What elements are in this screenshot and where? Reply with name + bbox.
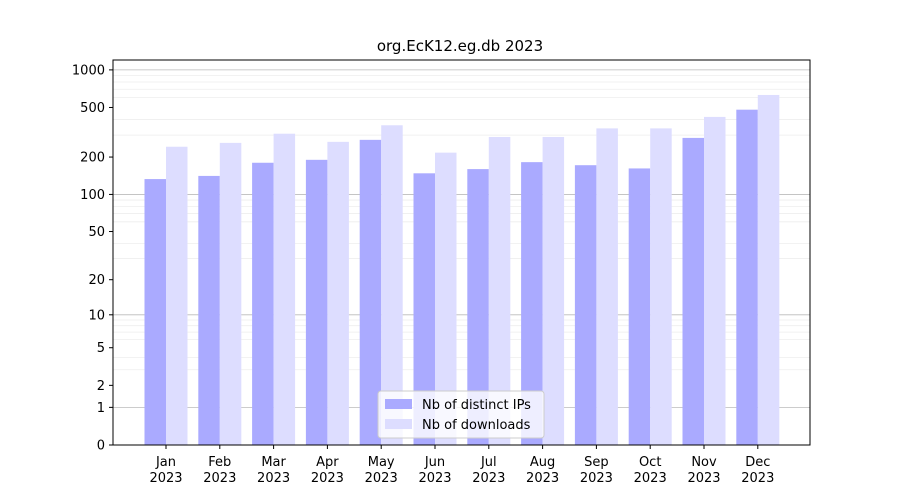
x-tick-label-year: 2023 [365, 471, 398, 486]
x-tick-label-month: Mar [261, 455, 286, 470]
bar-downloads [381, 125, 403, 445]
y-tick-label: 10 [88, 308, 105, 323]
x-tick-label-month: Jun [424, 455, 445, 470]
x-tick-label-month: Nov [691, 455, 717, 470]
legend-swatch [385, 399, 412, 409]
legend-swatch [385, 419, 412, 429]
y-tick-label: 1 [97, 401, 105, 416]
bar-distinct-ips [628, 168, 651, 445]
bar-downloads [596, 128, 618, 446]
x-tick-label-year: 2023 [418, 471, 451, 486]
chart-title: org.EcK12.eg.db 2023 [377, 37, 543, 55]
bar-downloads [273, 133, 296, 446]
y-tick-label: 1000 [72, 63, 105, 78]
bar-distinct-ips [198, 175, 220, 446]
x-tick-label-year: 2023 [741, 471, 774, 486]
bar-downloads [219, 142, 242, 445]
y-tick-label: 200 [80, 151, 105, 166]
y-tick-label: 50 [88, 225, 105, 240]
x-tick-label-year: 2023 [203, 471, 236, 486]
bar-distinct-ips [252, 162, 274, 446]
x-tick-label-year: 2023 [311, 471, 344, 486]
bar-downloads [757, 94, 780, 445]
x-tick-label-month: May [368, 455, 395, 470]
y-tick-label: 500 [80, 101, 105, 116]
bar-downloads [488, 136, 511, 446]
x-tick-label-month: Jul [480, 455, 497, 470]
plot-area [112, 59, 811, 446]
legend-box [377, 390, 545, 439]
x-tick-label-year: 2023 [580, 471, 613, 486]
bar-distinct-ips [682, 137, 704, 445]
bar-distinct-ips [467, 169, 489, 445]
bar-distinct-ips [574, 165, 597, 445]
y-tick-label: 2 [97, 379, 105, 394]
bar-distinct-ips [144, 179, 166, 445]
legend: Nb of distinct IPs Nb of downloads [377, 390, 545, 439]
y-axis: 0 1 2 5 10 20 50 100 200 500 1000 [72, 63, 113, 454]
x-tick-label-month: Jan [155, 455, 176, 470]
x-tick-label-month: Dec [745, 455, 770, 470]
y-tick-label: 100 [80, 188, 105, 203]
x-tick-label-year: 2023 [634, 471, 667, 486]
bar-distinct-ips [736, 109, 758, 445]
x-tick-label-month: Sep [584, 455, 609, 470]
bar-downloads [435, 152, 457, 445]
bar-downloads [704, 116, 726, 445]
bar-distinct-ips [359, 139, 382, 446]
x-tick-label-year: 2023 [257, 471, 290, 486]
x-tick-label-month: Oct [639, 455, 661, 470]
bars [144, 94, 780, 446]
x-tick-label-month: Feb [208, 455, 231, 470]
bar-downloads [542, 136, 565, 446]
bar-downloads [327, 141, 349, 445]
x-tick-label-year: 2023 [687, 471, 720, 486]
x-tick-label-month: Aug [530, 455, 555, 470]
x-tick-label-year: 2023 [149, 471, 182, 486]
legend-label: Nb of downloads [422, 418, 531, 433]
y-tick-label: 5 [97, 341, 105, 356]
x-axis: Jan2023Feb2023Mar2023Apr2023May2023Jun20… [149, 445, 774, 486]
bar-downloads [650, 128, 672, 446]
bar-distinct-ips [305, 159, 328, 445]
legend-label: Nb of distinct IPs [422, 398, 531, 413]
bar-downloads [166, 146, 188, 446]
bar-distinct-ips [413, 173, 435, 445]
x-tick-label-year: 2023 [526, 471, 559, 486]
bar-distinct-ips [521, 162, 543, 445]
y-tick-label: 0 [97, 439, 105, 454]
y-tick-label: 20 [88, 273, 105, 288]
x-tick-label-month: Apr [316, 455, 339, 470]
x-tick-label-year: 2023 [472, 471, 505, 486]
